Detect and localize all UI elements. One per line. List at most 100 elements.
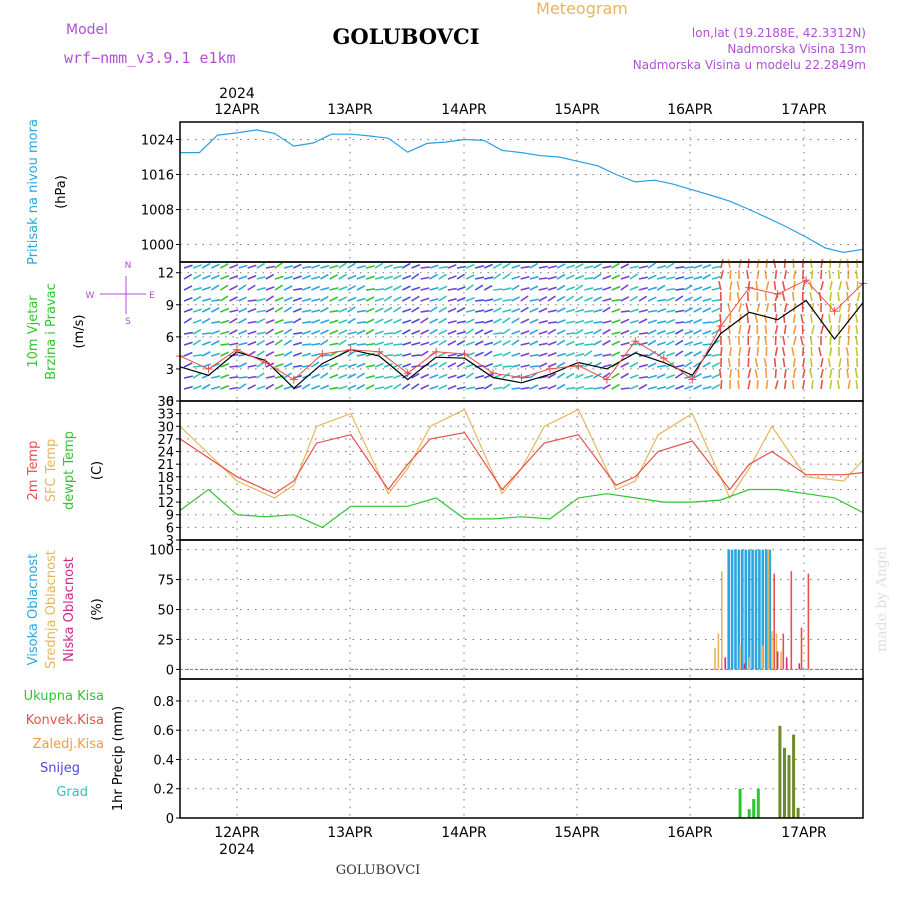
- wind-barb: [347, 306, 356, 313]
- wind-barb: [238, 376, 248, 379]
- wind-barb: [584, 309, 594, 313]
- wind-barb: [827, 357, 831, 368]
- wind-barb: [383, 318, 393, 324]
- wind-barb: [238, 341, 248, 346]
- wind-barb: [293, 331, 303, 335]
- wind-barb: [809, 258, 813, 269]
- wind-barb: [711, 319, 721, 324]
- wind-barb: [329, 329, 339, 335]
- wind-barb: [465, 274, 475, 280]
- wind-barb: [429, 318, 439, 324]
- wind-barb: [520, 306, 529, 313]
- wind-barb: [411, 354, 421, 357]
- wind-barb: [292, 275, 302, 280]
- wind-barb: [338, 307, 348, 313]
- wind-barb: [420, 329, 430, 335]
- wind-barb: [656, 341, 667, 346]
- wind-barb: [383, 275, 394, 280]
- wind-barb: [356, 383, 366, 390]
- wind-barb: [647, 309, 658, 313]
- wind-barb: [411, 273, 420, 280]
- wind-barb: [338, 296, 348, 302]
- bar-clouds: [762, 645, 764, 670]
- wind-barb: [529, 340, 539, 346]
- wind-barb: [611, 319, 621, 324]
- wind-barb: [711, 307, 721, 313]
- wind-barb: [301, 274, 311, 280]
- series-line-temperature: [179, 408, 864, 500]
- wind-barb: [511, 387, 521, 390]
- wind-barb: [720, 346, 723, 357]
- wind-barb: [764, 292, 768, 302]
- wind-barb: [392, 285, 402, 291]
- wind-barb: [602, 275, 612, 280]
- wind-barb: [538, 352, 548, 357]
- wind-barb: [238, 317, 247, 324]
- wind-barb: [593, 386, 603, 390]
- wind-barb: [375, 288, 385, 291]
- wind-barb: [447, 275, 457, 280]
- wind-barb: [420, 297, 430, 302]
- wind-barb: [256, 350, 265, 357]
- wind-barb: [693, 361, 702, 368]
- wind-barb: [329, 373, 339, 379]
- wind-barb: [338, 329, 348, 335]
- wind-barb: [229, 296, 238, 302]
- wind-barb: [809, 292, 813, 302]
- wind-barb: [756, 269, 760, 280]
- wind-barb: [420, 350, 429, 357]
- wind-barb: [783, 368, 787, 379]
- wind-barb: [829, 335, 832, 346]
- wind-barb: [265, 273, 275, 280]
- wind-barb: [365, 288, 375, 291]
- wind-barb: [256, 339, 265, 346]
- bar-clouds: [771, 631, 773, 670]
- wind-barb: [447, 374, 457, 379]
- bar-clouds: [743, 663, 746, 670]
- top-day-label: 12APR: [214, 102, 260, 118]
- wind-barb: [781, 281, 786, 291]
- wind-barb: [192, 264, 202, 269]
- wind-barb: [356, 265, 366, 269]
- precip-legend-item: Grad: [56, 785, 88, 800]
- bar-clouds: [800, 627, 803, 670]
- wind-barb: [547, 328, 557, 335]
- wind-barb: [383, 384, 393, 390]
- wind-barb: [565, 274, 575, 280]
- y-tick-label: 0.6: [153, 724, 174, 739]
- wind-barb: [538, 362, 548, 368]
- wind-barb: [529, 354, 539, 357]
- wind-barb: [657, 320, 667, 324]
- wind-barb: [836, 379, 840, 390]
- wind-barb: [365, 265, 375, 269]
- bar-precip: [796, 807, 800, 818]
- wind-barb: [411, 364, 421, 368]
- wind-barb: [547, 372, 557, 379]
- wind-barb: [502, 351, 511, 357]
- wind-barb: [729, 281, 733, 291]
- y-axis-label: 2m Temp: [26, 441, 41, 501]
- wind-barb: [855, 379, 859, 390]
- bar-precip: [756, 788, 760, 818]
- wind-barb: [475, 276, 485, 280]
- wind-barb: [283, 296, 293, 302]
- wind-barb: [201, 262, 211, 269]
- wind-barb: [265, 307, 275, 313]
- wind-barb: [265, 383, 275, 390]
- wind-barb: [593, 320, 603, 324]
- wind-barb: [374, 276, 384, 280]
- wind-barb: [310, 361, 320, 368]
- wind-barb: [329, 386, 339, 390]
- wind-barb: [520, 342, 530, 346]
- wind-barb: [493, 288, 503, 291]
- wind-barb: [665, 296, 675, 302]
- wind-barb: [818, 291, 822, 302]
- wind-barb: [547, 341, 557, 346]
- bar-clouds: [764, 549, 768, 670]
- wind-barb: [584, 320, 594, 324]
- wind-barb: [611, 372, 620, 379]
- wind-barb: [420, 287, 430, 291]
- wind-barb: [754, 358, 759, 368]
- wind-barb: [383, 264, 393, 269]
- wind-barb: [702, 343, 712, 346]
